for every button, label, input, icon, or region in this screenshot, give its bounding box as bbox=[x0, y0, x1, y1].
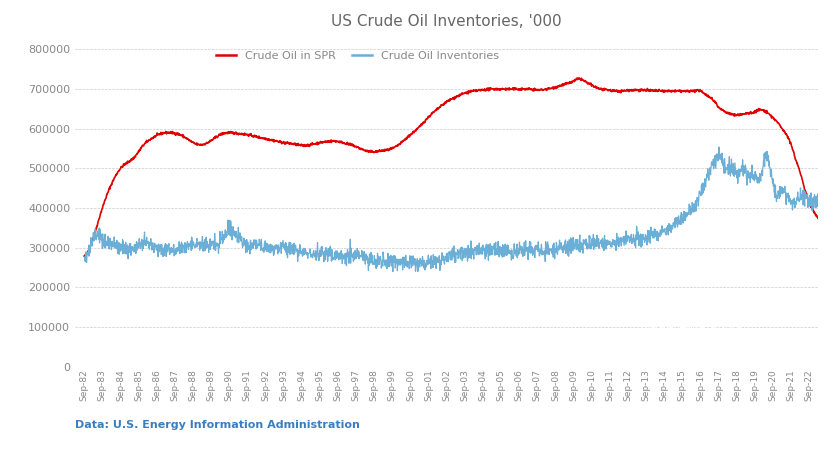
Crude Oil in SPR bbox=[79, 253, 89, 259]
Crude Oil in SPR bbox=[199, 142, 209, 148]
Crude Oil in SPR bbox=[574, 75, 584, 81]
Crude Oil Inventories bbox=[79, 254, 89, 260]
Title: US Crude Oil Inventories, '000: US Crude Oil Inventories, '000 bbox=[331, 15, 562, 30]
Crude Oil Inventories bbox=[387, 269, 397, 274]
Crude Oil Inventories bbox=[199, 242, 209, 247]
Text: Trade Like a Pro: Trade Like a Pro bbox=[639, 318, 743, 330]
Crude Oil in SPR bbox=[288, 141, 298, 147]
Crude Oil in SPR bbox=[455, 93, 465, 98]
Line: Crude Oil Inventories: Crude Oil Inventories bbox=[84, 147, 827, 272]
Text: FxPro: FxPro bbox=[642, 259, 740, 289]
Crude Oil in SPR bbox=[79, 253, 89, 259]
Legend: Crude Oil in SPR, Crude Oil Inventories: Crude Oil in SPR, Crude Oil Inventories bbox=[211, 47, 504, 65]
Crude Oil in SPR bbox=[822, 222, 832, 227]
Crude Oil Inventories bbox=[717, 150, 727, 156]
Crude Oil Inventories bbox=[714, 144, 724, 150]
Crude Oil in SPR bbox=[243, 133, 253, 138]
Crude Oil in SPR bbox=[717, 107, 727, 113]
Crude Oil Inventories bbox=[822, 180, 832, 185]
Crude Oil Inventories bbox=[242, 249, 252, 255]
Crude Oil in SPR bbox=[718, 107, 728, 113]
Line: Crude Oil in SPR: Crude Oil in SPR bbox=[84, 78, 827, 256]
Crude Oil Inventories bbox=[455, 250, 465, 255]
Crude Oil Inventories bbox=[718, 157, 728, 162]
Crude Oil Inventories bbox=[288, 243, 298, 249]
Text: Data: U.S. Energy Information Administration: Data: U.S. Energy Information Administra… bbox=[75, 420, 360, 430]
